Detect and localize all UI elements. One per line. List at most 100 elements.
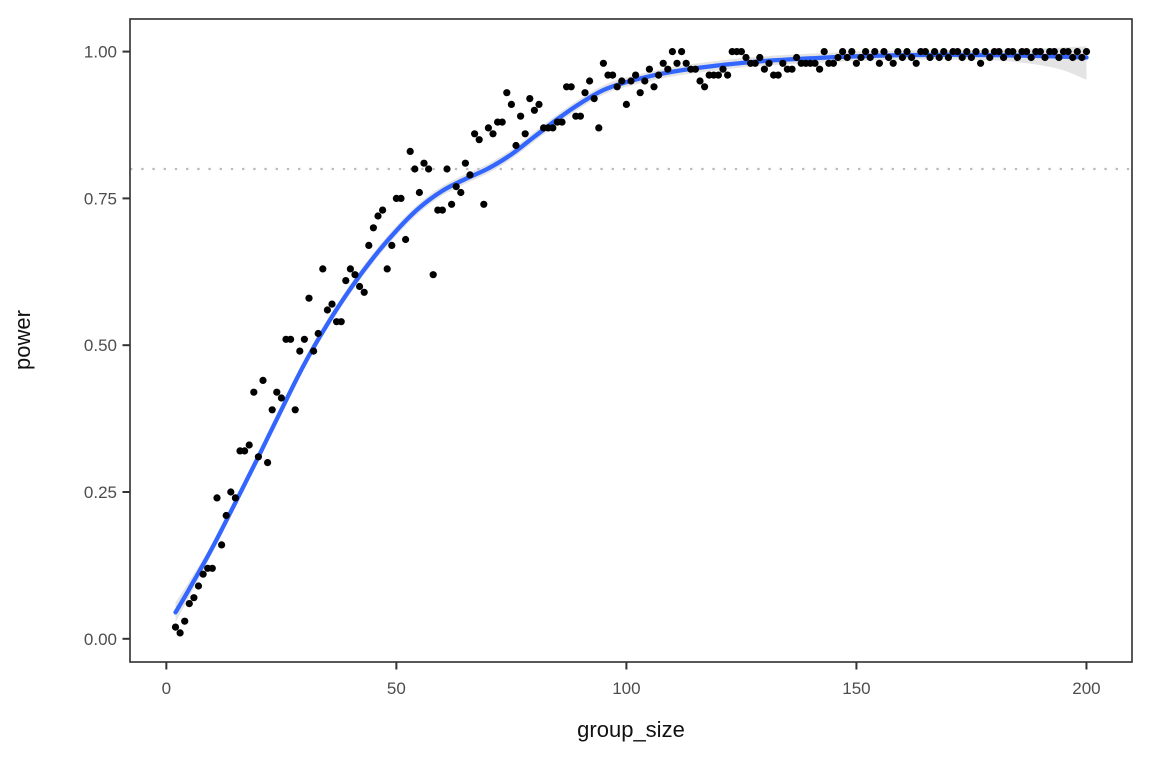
data-point bbox=[811, 59, 819, 67]
data-point bbox=[862, 48, 870, 56]
data-point bbox=[714, 71, 723, 79]
data-point bbox=[673, 59, 681, 67]
data-point bbox=[250, 388, 258, 396]
data-point bbox=[760, 65, 769, 73]
data-point bbox=[586, 77, 594, 85]
data-point bbox=[599, 59, 608, 67]
data-point bbox=[972, 48, 980, 56]
data-point bbox=[682, 59, 690, 67]
data-point bbox=[871, 48, 879, 56]
data-point bbox=[429, 271, 437, 279]
data-point bbox=[526, 95, 534, 103]
data-point bbox=[609, 71, 617, 79]
data-point bbox=[287, 335, 295, 343]
data-point bbox=[296, 347, 304, 355]
data-point bbox=[291, 406, 299, 414]
data-point bbox=[779, 59, 787, 67]
data-point bbox=[664, 65, 672, 73]
data-point bbox=[719, 65, 727, 73]
data-point bbox=[995, 48, 1003, 56]
data-point bbox=[641, 77, 649, 85]
data-point bbox=[245, 441, 253, 449]
data-point bbox=[701, 83, 709, 91]
data-point bbox=[981, 48, 989, 56]
data-point bbox=[843, 53, 851, 62]
data-point bbox=[636, 89, 644, 97]
data-point bbox=[903, 48, 911, 56]
data-point bbox=[241, 447, 249, 455]
y-tick-label: 0.00 bbox=[84, 630, 117, 649]
data-point bbox=[452, 183, 460, 191]
data-point bbox=[360, 288, 368, 296]
y-tick-label: 0.25 bbox=[84, 483, 117, 502]
data-point bbox=[650, 83, 658, 91]
data-point bbox=[1041, 53, 1049, 62]
data-point bbox=[977, 59, 985, 67]
data-point bbox=[337, 318, 345, 326]
data-point bbox=[356, 282, 364, 291]
data-point bbox=[912, 59, 920, 67]
data-point bbox=[1050, 48, 1058, 56]
data-point bbox=[517, 112, 525, 120]
data-point bbox=[438, 206, 446, 214]
data-point bbox=[737, 48, 746, 56]
data-point bbox=[898, 53, 907, 62]
data-point bbox=[411, 165, 419, 173]
plot-panel bbox=[130, 19, 1132, 662]
data-point bbox=[342, 277, 350, 285]
data-point bbox=[383, 265, 391, 273]
x-tick-label: 0 bbox=[162, 679, 171, 698]
data-point bbox=[319, 265, 327, 273]
data-point bbox=[218, 541, 226, 549]
data-point bbox=[310, 347, 318, 355]
data-point bbox=[535, 100, 543, 108]
data-point bbox=[498, 118, 506, 126]
data-point bbox=[1078, 53, 1086, 62]
data-point bbox=[668, 48, 677, 56]
data-point bbox=[254, 453, 262, 461]
data-point bbox=[558, 118, 566, 126]
data-point bbox=[885, 53, 893, 62]
data-point bbox=[328, 300, 336, 308]
data-point bbox=[190, 594, 198, 602]
data-point bbox=[1055, 53, 1063, 62]
data-point bbox=[765, 59, 773, 67]
data-point bbox=[213, 494, 221, 502]
data-point bbox=[940, 48, 948, 56]
data-point bbox=[834, 53, 842, 62]
data-point bbox=[986, 53, 994, 62]
data-point bbox=[549, 124, 557, 132]
data-point bbox=[944, 53, 953, 62]
data-point bbox=[632, 71, 640, 79]
panel-border bbox=[129, 18, 1133, 663]
data-point bbox=[448, 200, 456, 208]
data-point bbox=[277, 394, 285, 402]
data-point bbox=[1064, 48, 1072, 56]
data-point bbox=[484, 124, 492, 132]
x-tick-label: 200 bbox=[1072, 679, 1100, 698]
data-point bbox=[889, 59, 897, 67]
data-point bbox=[659, 59, 667, 67]
data-point bbox=[420, 159, 428, 167]
data-point bbox=[820, 48, 828, 56]
data-point bbox=[208, 564, 216, 572]
data-point bbox=[967, 53, 976, 62]
data-point bbox=[530, 106, 539, 114]
data-point bbox=[839, 48, 847, 56]
data-point bbox=[323, 306, 331, 314]
data-point bbox=[471, 130, 479, 138]
y-axis-title: power bbox=[10, 310, 35, 370]
data-point bbox=[194, 582, 203, 590]
data-point bbox=[181, 617, 189, 625]
data-point bbox=[425, 165, 433, 173]
data-point bbox=[1082, 48, 1091, 56]
data-point bbox=[268, 406, 276, 414]
data-point bbox=[314, 329, 322, 338]
x-tick-label: 100 bbox=[612, 679, 640, 698]
data-point bbox=[346, 265, 354, 273]
data-point bbox=[1036, 48, 1044, 56]
data-point bbox=[1069, 53, 1077, 62]
data-point bbox=[259, 376, 267, 384]
